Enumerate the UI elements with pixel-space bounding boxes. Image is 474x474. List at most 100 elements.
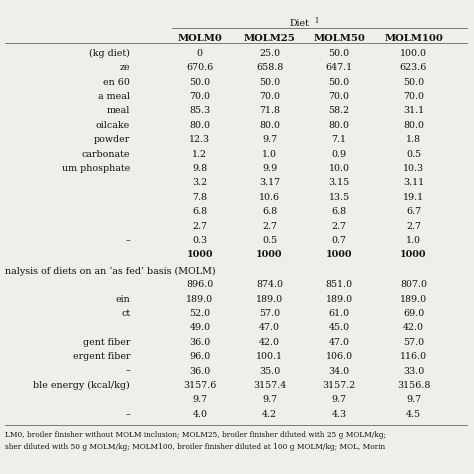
Text: 6.8: 6.8 bbox=[262, 207, 277, 216]
Text: MOLM50: MOLM50 bbox=[313, 34, 365, 43]
Text: 3157.6: 3157.6 bbox=[183, 381, 217, 390]
Text: 189.0: 189.0 bbox=[256, 295, 283, 304]
Text: 52.0: 52.0 bbox=[189, 309, 210, 318]
Text: 874.0: 874.0 bbox=[256, 280, 283, 289]
Text: 9.7: 9.7 bbox=[262, 395, 277, 404]
Text: 25.0: 25.0 bbox=[259, 49, 280, 58]
Text: 0.3: 0.3 bbox=[192, 236, 208, 245]
Text: 4.3: 4.3 bbox=[332, 410, 347, 419]
Text: 0.9: 0.9 bbox=[332, 150, 347, 159]
Text: –: – bbox=[126, 410, 130, 419]
Text: 1.0: 1.0 bbox=[406, 236, 421, 245]
Text: 58.2: 58.2 bbox=[328, 107, 350, 116]
Text: 100.1: 100.1 bbox=[256, 352, 283, 361]
Text: 116.0: 116.0 bbox=[400, 352, 427, 361]
Text: 3.15: 3.15 bbox=[328, 179, 350, 188]
Text: 13.5: 13.5 bbox=[328, 193, 350, 202]
Text: 4.2: 4.2 bbox=[262, 410, 277, 419]
Text: 10.0: 10.0 bbox=[328, 164, 350, 173]
Text: 31.1: 31.1 bbox=[403, 107, 424, 116]
Text: en 60: en 60 bbox=[103, 78, 130, 87]
Text: 19.1: 19.1 bbox=[403, 193, 424, 202]
Text: 10.3: 10.3 bbox=[403, 164, 424, 173]
Text: 1000: 1000 bbox=[326, 250, 353, 259]
Text: 12.3: 12.3 bbox=[189, 135, 210, 144]
Text: ze: ze bbox=[119, 63, 130, 72]
Text: –: – bbox=[126, 366, 130, 375]
Text: 3.11: 3.11 bbox=[403, 179, 424, 188]
Text: –: – bbox=[126, 236, 130, 245]
Text: 9.7: 9.7 bbox=[406, 395, 421, 404]
Text: 1000: 1000 bbox=[256, 250, 283, 259]
Text: 80.0: 80.0 bbox=[189, 121, 210, 130]
Text: 10.6: 10.6 bbox=[259, 193, 280, 202]
Text: 6.7: 6.7 bbox=[406, 207, 421, 216]
Text: carbonate: carbonate bbox=[82, 150, 130, 159]
Text: 42.0: 42.0 bbox=[259, 338, 280, 347]
Text: 6.8: 6.8 bbox=[332, 207, 347, 216]
Text: 69.0: 69.0 bbox=[403, 309, 424, 318]
Text: nalysis of diets on an ‘as fed’ basis (MOLM): nalysis of diets on an ‘as fed’ basis (M… bbox=[5, 267, 215, 276]
Text: 851.0: 851.0 bbox=[326, 280, 353, 289]
Text: 57.0: 57.0 bbox=[259, 309, 280, 318]
Text: 1.2: 1.2 bbox=[192, 150, 207, 159]
Text: meal: meal bbox=[107, 107, 130, 116]
Text: 70.0: 70.0 bbox=[403, 92, 424, 101]
Text: 0: 0 bbox=[197, 49, 203, 58]
Text: 85.3: 85.3 bbox=[189, 107, 210, 116]
Text: 7.1: 7.1 bbox=[332, 135, 346, 144]
Text: 4.0: 4.0 bbox=[192, 410, 207, 419]
Text: 80.0: 80.0 bbox=[259, 121, 280, 130]
Text: 0.5: 0.5 bbox=[262, 236, 277, 245]
Text: 2.7: 2.7 bbox=[192, 222, 207, 231]
Text: 47.0: 47.0 bbox=[259, 323, 280, 332]
Text: ergent fiber: ergent fiber bbox=[73, 352, 130, 361]
Text: MOLM25: MOLM25 bbox=[244, 34, 295, 43]
Text: 4.5: 4.5 bbox=[406, 410, 421, 419]
Text: 96.0: 96.0 bbox=[189, 352, 210, 361]
Text: 623.6: 623.6 bbox=[400, 63, 427, 72]
Text: ble energy (kcal/kg): ble energy (kcal/kg) bbox=[33, 381, 130, 390]
Text: 7.8: 7.8 bbox=[192, 193, 207, 202]
Text: ein: ein bbox=[115, 295, 130, 304]
Text: a meal: a meal bbox=[98, 92, 130, 101]
Text: 33.0: 33.0 bbox=[403, 366, 424, 375]
Text: 50.0: 50.0 bbox=[403, 78, 424, 87]
Text: oilcake: oilcake bbox=[96, 121, 130, 130]
Text: 106.0: 106.0 bbox=[326, 352, 353, 361]
Text: 9.7: 9.7 bbox=[262, 135, 277, 144]
Text: 61.0: 61.0 bbox=[328, 309, 350, 318]
Text: 189.0: 189.0 bbox=[326, 295, 353, 304]
Text: 2.7: 2.7 bbox=[262, 222, 277, 231]
Text: 50.0: 50.0 bbox=[328, 78, 350, 87]
Text: 45.0: 45.0 bbox=[328, 323, 350, 332]
Text: LM0, broiler finisher without MOLM inclusion; MOLM25, broiler finisher diluted w: LM0, broiler finisher without MOLM inclu… bbox=[5, 431, 386, 439]
Text: 9.7: 9.7 bbox=[192, 395, 208, 404]
Text: 35.0: 35.0 bbox=[259, 366, 280, 375]
Text: MOLM100: MOLM100 bbox=[384, 34, 443, 43]
Text: 6.8: 6.8 bbox=[192, 207, 208, 216]
Text: 3156.8: 3156.8 bbox=[397, 381, 430, 390]
Text: ct: ct bbox=[121, 309, 130, 318]
Text: 3157.2: 3157.2 bbox=[323, 381, 356, 390]
Text: 36.0: 36.0 bbox=[189, 366, 210, 375]
Text: Diet: Diet bbox=[290, 18, 310, 27]
Text: 70.0: 70.0 bbox=[328, 92, 350, 101]
Text: (kg diet): (kg diet) bbox=[89, 49, 130, 58]
Text: MOLM0: MOLM0 bbox=[177, 34, 222, 43]
Text: 0.5: 0.5 bbox=[406, 150, 421, 159]
Text: 189.0: 189.0 bbox=[400, 295, 427, 304]
Text: 100.0: 100.0 bbox=[400, 49, 427, 58]
Text: 1000: 1000 bbox=[400, 250, 427, 259]
Text: 1: 1 bbox=[315, 17, 319, 25]
Text: um phosphate: um phosphate bbox=[62, 164, 130, 173]
Text: 50.0: 50.0 bbox=[189, 78, 210, 87]
Text: 80.0: 80.0 bbox=[328, 121, 350, 130]
Text: 3.17: 3.17 bbox=[259, 179, 280, 188]
Text: 9.8: 9.8 bbox=[192, 164, 208, 173]
Text: 2.7: 2.7 bbox=[406, 222, 421, 231]
Text: 189.0: 189.0 bbox=[186, 295, 213, 304]
Text: 1.0: 1.0 bbox=[262, 150, 277, 159]
Text: 47.0: 47.0 bbox=[328, 338, 350, 347]
Text: 49.0: 49.0 bbox=[189, 323, 210, 332]
